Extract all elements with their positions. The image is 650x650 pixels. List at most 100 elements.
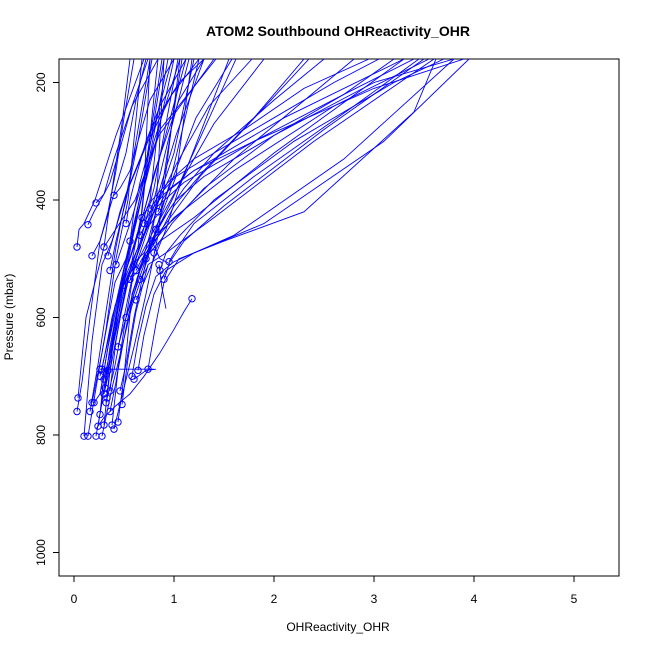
data-point — [73, 243, 81, 251]
series-line — [159, 59, 445, 271]
series-line — [133, 368, 157, 380]
series-3 — [74, 59, 215, 402]
data-point — [86, 407, 94, 416]
x-tick-label: 5 — [571, 592, 578, 606]
series-line — [76, 59, 145, 248]
data-point — [84, 220, 92, 229]
data-point — [110, 425, 118, 433]
series-line — [121, 59, 435, 405]
data-point — [100, 243, 108, 251]
data-point — [96, 365, 104, 373]
series-12 — [114, 59, 405, 426]
series-line — [129, 59, 265, 280]
series-44 — [132, 59, 230, 304]
series-49 — [110, 59, 181, 433]
series-33 — [136, 59, 465, 239]
series-48 — [94, 59, 159, 430]
series-52 — [96, 59, 165, 380]
series-line — [151, 240, 170, 264]
series-line — [97, 59, 159, 427]
series-2 — [73, 59, 145, 251]
y-tick-label: 600 — [34, 307, 48, 327]
series-line — [103, 59, 131, 248]
series-20 — [84, 59, 149, 229]
series-line — [135, 59, 430, 271]
data-point — [114, 343, 122, 351]
chart-title: ATOM2 Southbound OHReactivity_OHR — [206, 23, 470, 39]
series-line — [135, 59, 230, 301]
series-line — [158, 264, 167, 309]
data-point — [122, 313, 130, 322]
data-point — [98, 432, 106, 440]
series-51 — [86, 59, 151, 416]
x-tick-label: 4 — [471, 592, 478, 606]
y-axis-label: Pressure (mbar) — [2, 274, 16, 361]
series-65 — [136, 265, 149, 284]
series-66 — [95, 295, 196, 430]
series-line — [131, 59, 455, 377]
series-line — [143, 59, 405, 224]
data-point — [74, 394, 82, 402]
series-64 — [155, 260, 167, 309]
series-63 — [148, 237, 170, 264]
series-61 — [96, 365, 154, 373]
series-line — [141, 59, 370, 218]
series-line — [151, 59, 325, 242]
data-point — [80, 432, 88, 440]
data-point — [118, 400, 126, 409]
series-line — [101, 59, 193, 437]
series-15 — [134, 59, 470, 375]
series-line — [155, 59, 395, 230]
series-line — [139, 265, 149, 280]
y-tick-label: 800 — [34, 425, 48, 445]
series-56 — [112, 59, 217, 269]
series-54 — [122, 59, 200, 322]
series-line — [83, 59, 200, 437]
series-line — [168, 59, 420, 262]
series-line — [95, 298, 193, 430]
series-17 — [98, 107, 161, 373]
data-series-group — [73, 59, 470, 440]
x-tick-label: 1 — [171, 592, 178, 606]
series-line — [137, 59, 470, 371]
series-line — [87, 59, 149, 225]
data-point — [114, 418, 122, 426]
data-point — [104, 252, 112, 260]
series-47 — [98, 59, 193, 440]
series-53 — [114, 59, 183, 351]
series-60 — [142, 59, 305, 263]
data-point — [112, 260, 120, 269]
series-16 — [144, 59, 437, 373]
series-line — [125, 59, 200, 318]
data-point — [73, 407, 81, 416]
series-26 — [104, 59, 205, 260]
series-line — [145, 59, 305, 260]
data-point — [130, 375, 138, 383]
series-line — [89, 59, 151, 412]
series-line — [129, 59, 173, 242]
data-point — [106, 266, 114, 275]
series-55 — [106, 59, 153, 275]
data-point — [120, 281, 128, 289]
data-point — [126, 275, 134, 284]
data-point — [148, 237, 156, 245]
y-axis: 200 400 600 800 1000 — [34, 72, 59, 566]
series-25 — [100, 59, 131, 251]
series-line — [109, 59, 153, 271]
y-tick-label: 400 — [34, 190, 48, 210]
series-line — [133, 59, 205, 265]
data-point — [155, 260, 163, 269]
series-59 — [126, 59, 265, 284]
data-point — [94, 422, 102, 430]
series-line — [115, 59, 217, 265]
x-axis: 0 1 2 3 4 5 — [71, 576, 578, 606]
series-line — [125, 59, 187, 224]
series-4 — [80, 59, 200, 440]
series-line — [77, 59, 215, 399]
series-line — [147, 59, 437, 370]
series-line — [153, 59, 455, 254]
data-point — [132, 296, 140, 304]
series-62 — [130, 368, 157, 383]
series-line — [109, 59, 195, 412]
